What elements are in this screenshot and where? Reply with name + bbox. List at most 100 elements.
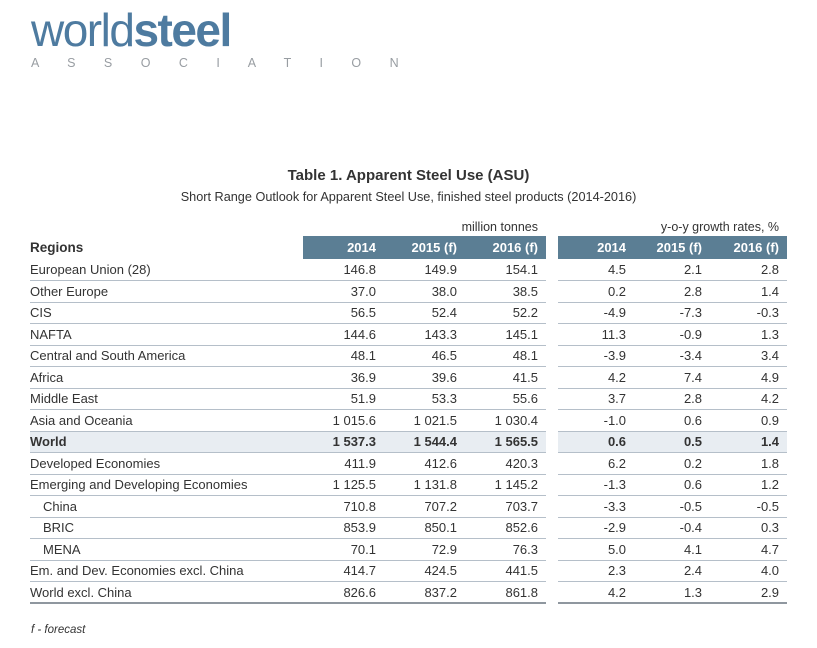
column-gap (546, 517, 558, 539)
region-label: CIS (30, 302, 303, 324)
mt-2014-value: 144.6 (303, 323, 384, 346)
column-gap (546, 560, 558, 582)
mt-2015f-value: 52.4 (384, 302, 465, 324)
table-row: Africa 36.9 39.6 41.5 4.2 7.4 4.9 (30, 366, 788, 389)
mt-2014-value: 1 537.3 (303, 431, 384, 453)
growth-2014-value: -2.9 (558, 517, 635, 539)
growth-2016f-value: 1.4 (710, 280, 788, 303)
region-label: World excl. China (30, 581, 303, 604)
growth-2014-value: 3.7 (558, 388, 635, 410)
units-spacer (30, 217, 303, 236)
region-label: Em. and Dev. Economies excl. China (30, 560, 303, 582)
table-row: Other Europe 37.0 38.0 38.5 0.2 2.8 1.4 (30, 280, 788, 303)
region-label: Central and South America (30, 345, 303, 367)
growth-2015f-value: -0.4 (634, 517, 711, 539)
growth-2014-value: 4.2 (558, 366, 635, 389)
growth-2015f-value: -0.5 (634, 495, 711, 518)
table-row: World excl. China 826.6 837.2 861.8 4.2 … (30, 581, 788, 604)
region-label: MENA (30, 538, 303, 561)
mt-2016f-value: 1 030.4 (465, 409, 547, 432)
mt-2016f-value: 48.1 (465, 345, 547, 367)
growth-2014-value: 6.2 (558, 452, 635, 475)
region-label: Asia and Oceania (30, 409, 303, 432)
growth-2014-value: 4.5 (558, 259, 635, 281)
column-gap (546, 410, 558, 432)
table-row: Emerging and Developing Economies 1 125.… (30, 474, 788, 496)
mt-2016f-value: 1 145.2 (465, 474, 547, 496)
units-header-row: million tonnes y-o-y growth rates, % (30, 217, 787, 236)
column-gap (546, 367, 558, 389)
table-row: MENA 70.1 72.9 76.3 5.0 4.1 4.7 (30, 538, 788, 561)
column-gap (546, 474, 558, 496)
table-row: European Union (28) 146.8 149.9 154.1 4.… (30, 259, 788, 281)
mt-2014-value: 411.9 (303, 452, 384, 475)
mt-2016f-value: 420.3 (465, 452, 547, 475)
mt-2014-value: 48.1 (303, 345, 384, 367)
mt-year-2016f-header: 2016 (f) (465, 236, 547, 259)
mt-2014-value: 56.5 (303, 302, 384, 324)
growth-2016f-value: 1.3 (710, 323, 788, 346)
growth-2014-value: 5.0 (558, 538, 635, 561)
growth-2015f-value: -3.4 (634, 345, 711, 367)
mt-2014-value: 1 015.6 (303, 409, 384, 432)
mt-2014-value: 36.9 (303, 366, 384, 389)
column-gap (546, 539, 558, 561)
table-row: NAFTA 144.6 143.3 145.1 11.3 -0.9 1.3 (30, 323, 788, 346)
mt-2016f-value: 38.5 (465, 280, 547, 303)
region-label: Africa (30, 366, 303, 389)
growth-2015f-value: 1.3 (634, 581, 711, 604)
region-label: BRIC (30, 517, 303, 539)
growth-2016f-value: -0.5 (710, 495, 788, 518)
mt-2016f-value: 145.1 (465, 323, 547, 346)
column-gap (546, 236, 558, 259)
mt-2016f-value: 703.7 (465, 495, 547, 518)
growth-2015f-value: -7.3 (634, 302, 711, 324)
mt-2016f-value: 52.2 (465, 302, 547, 324)
column-gap (546, 217, 558, 236)
table-row: Developed Economies 411.9 412.6 420.3 6.… (30, 452, 788, 475)
table-row: Asia and Oceania 1 015.6 1 021.5 1 030.4… (30, 409, 788, 432)
table-row: Central and South America 48.1 46.5 48.1… (30, 345, 788, 367)
mt-2016f-value: 1 565.5 (465, 431, 547, 453)
mt-2015f-value: 39.6 (384, 366, 465, 389)
table-body: European Union (28) 146.8 149.9 154.1 4.… (30, 259, 788, 604)
forecast-footnote: f - forecast (31, 624, 86, 636)
mt-2015f-value: 53.3 (384, 388, 465, 410)
logo-word-world: world (31, 4, 135, 56)
table-row: Middle East 51.9 53.3 55.6 3.7 2.8 4.2 (30, 388, 788, 410)
mt-2016f-value: 861.8 (465, 581, 547, 604)
growth-2015f-value: 2.1 (634, 259, 711, 281)
table-subtitle: Short Range Outlook for Apparent Steel U… (180, 190, 637, 204)
growth-2016f-value: 4.0 (710, 560, 788, 582)
mt-2014-value: 70.1 (303, 538, 384, 561)
mt-2015f-value: 707.2 (384, 495, 465, 518)
mt-2016f-value: 852.6 (465, 517, 547, 539)
region-label: Middle East (30, 388, 303, 410)
table-row: World 1 537.3 1 544.4 1 565.5 0.6 0.5 1.… (30, 431, 788, 453)
table-row: China 710.8 707.2 703.7 -3.3 -0.5 -0.5 (30, 495, 788, 518)
region-label: Developed Economies (30, 452, 303, 475)
column-gap (546, 345, 558, 367)
column-gap (546, 582, 558, 604)
mt-2015f-value: 1 544.4 (384, 431, 465, 453)
growth-2014-value: -4.9 (558, 302, 635, 324)
growth-year-2014-header: 2014 (558, 236, 635, 259)
mt-2015f-value: 143.3 (384, 323, 465, 346)
mt-2016f-value: 154.1 (465, 259, 547, 281)
logo-association-text: A S S O C I A T I O N (31, 56, 412, 71)
growth-2015f-value: 0.2 (634, 452, 711, 475)
growth-2015f-value: 0.6 (634, 474, 711, 496)
units-million-tonnes: million tonnes (461, 219, 539, 234)
mt-2016f-value: 41.5 (465, 366, 547, 389)
growth-2014-value: 0.6 (558, 431, 635, 453)
growth-2015f-value: -0.9 (634, 323, 711, 346)
table-title: Table 1. Apparent Steel Use (ASU) (287, 167, 530, 184)
growth-2016f-value: 4.7 (710, 538, 788, 561)
column-gap (546, 388, 558, 410)
mt-2015f-value: 850.1 (384, 517, 465, 539)
logo-word-steel: steel (133, 4, 232, 56)
growth-year-2016f-header: 2016 (f) (710, 236, 788, 259)
column-gap (546, 259, 558, 281)
column-gap (546, 496, 558, 518)
